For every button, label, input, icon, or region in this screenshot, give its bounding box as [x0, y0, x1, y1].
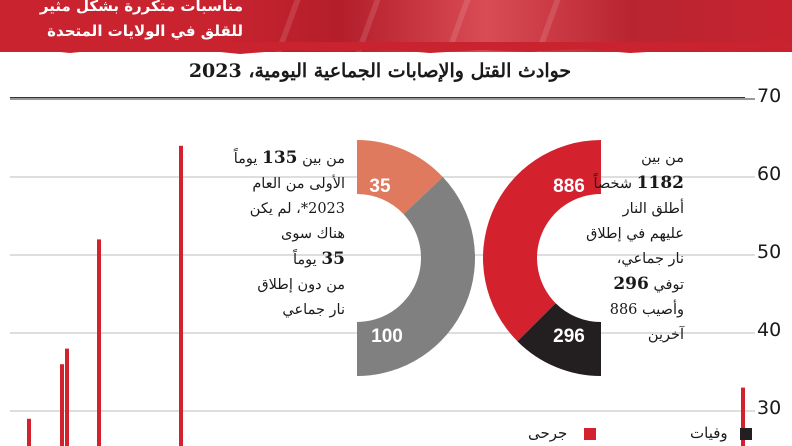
- bar-4: [97, 239, 101, 446]
- slice-label-100: 100: [371, 326, 403, 347]
- legend-swatch-injured: [584, 428, 596, 440]
- y-tick-40: 40: [757, 319, 782, 341]
- chart-title: حوادث القتل والإصابات الجماعية اليومية، …: [188, 60, 572, 82]
- annot-num-135: 135: [262, 148, 298, 168]
- annot-num-35: 35: [321, 249, 345, 269]
- slice-label-35: 35: [369, 176, 391, 197]
- torn-edge: [0, 42, 792, 54]
- bar-2: [60, 364, 64, 446]
- legend-label-injured: جرحى: [528, 424, 568, 442]
- y-tick-30: 30: [757, 397, 782, 419]
- donut-slice-100: [357, 177, 475, 376]
- y-tick-50: 50: [757, 241, 782, 263]
- title-rule: [10, 97, 745, 98]
- legend-swatch-deaths: [740, 428, 752, 440]
- banner-text: مناسبات متكررة بشكل مثير للقلق في الولاي…: [8, 0, 243, 44]
- bar-6: [741, 387, 745, 446]
- slice-label-886: 886: [553, 176, 585, 197]
- annotation-people: من بين 1182 شخصاً أطلق النار عليهم في إط…: [586, 150, 684, 343]
- y-tick-60: 60: [757, 163, 782, 185]
- y-tick-70: 70: [757, 85, 782, 107]
- bar-5: [179, 145, 183, 446]
- donut-slice-296: [517, 303, 601, 376]
- annot-num-296: 296: [613, 274, 649, 294]
- banner-line-1: مناسبات متكررة بشكل مثير: [39, 0, 243, 15]
- legend-label-deaths: وفيات: [690, 424, 728, 442]
- annot-num-1182: 1182: [636, 173, 684, 193]
- annotation-days: من بين 135 يوماً الأولى من العام 2023*، …: [233, 148, 345, 318]
- slice-label-296: 296: [553, 326, 585, 347]
- bar-3: [65, 348, 69, 446]
- bar-1: [27, 418, 31, 446]
- donut-slice-886: [482, 140, 601, 342]
- donut-slice-35: [357, 140, 443, 215]
- banner-line-2: للقلق في الولايات المتحدة: [47, 22, 243, 40]
